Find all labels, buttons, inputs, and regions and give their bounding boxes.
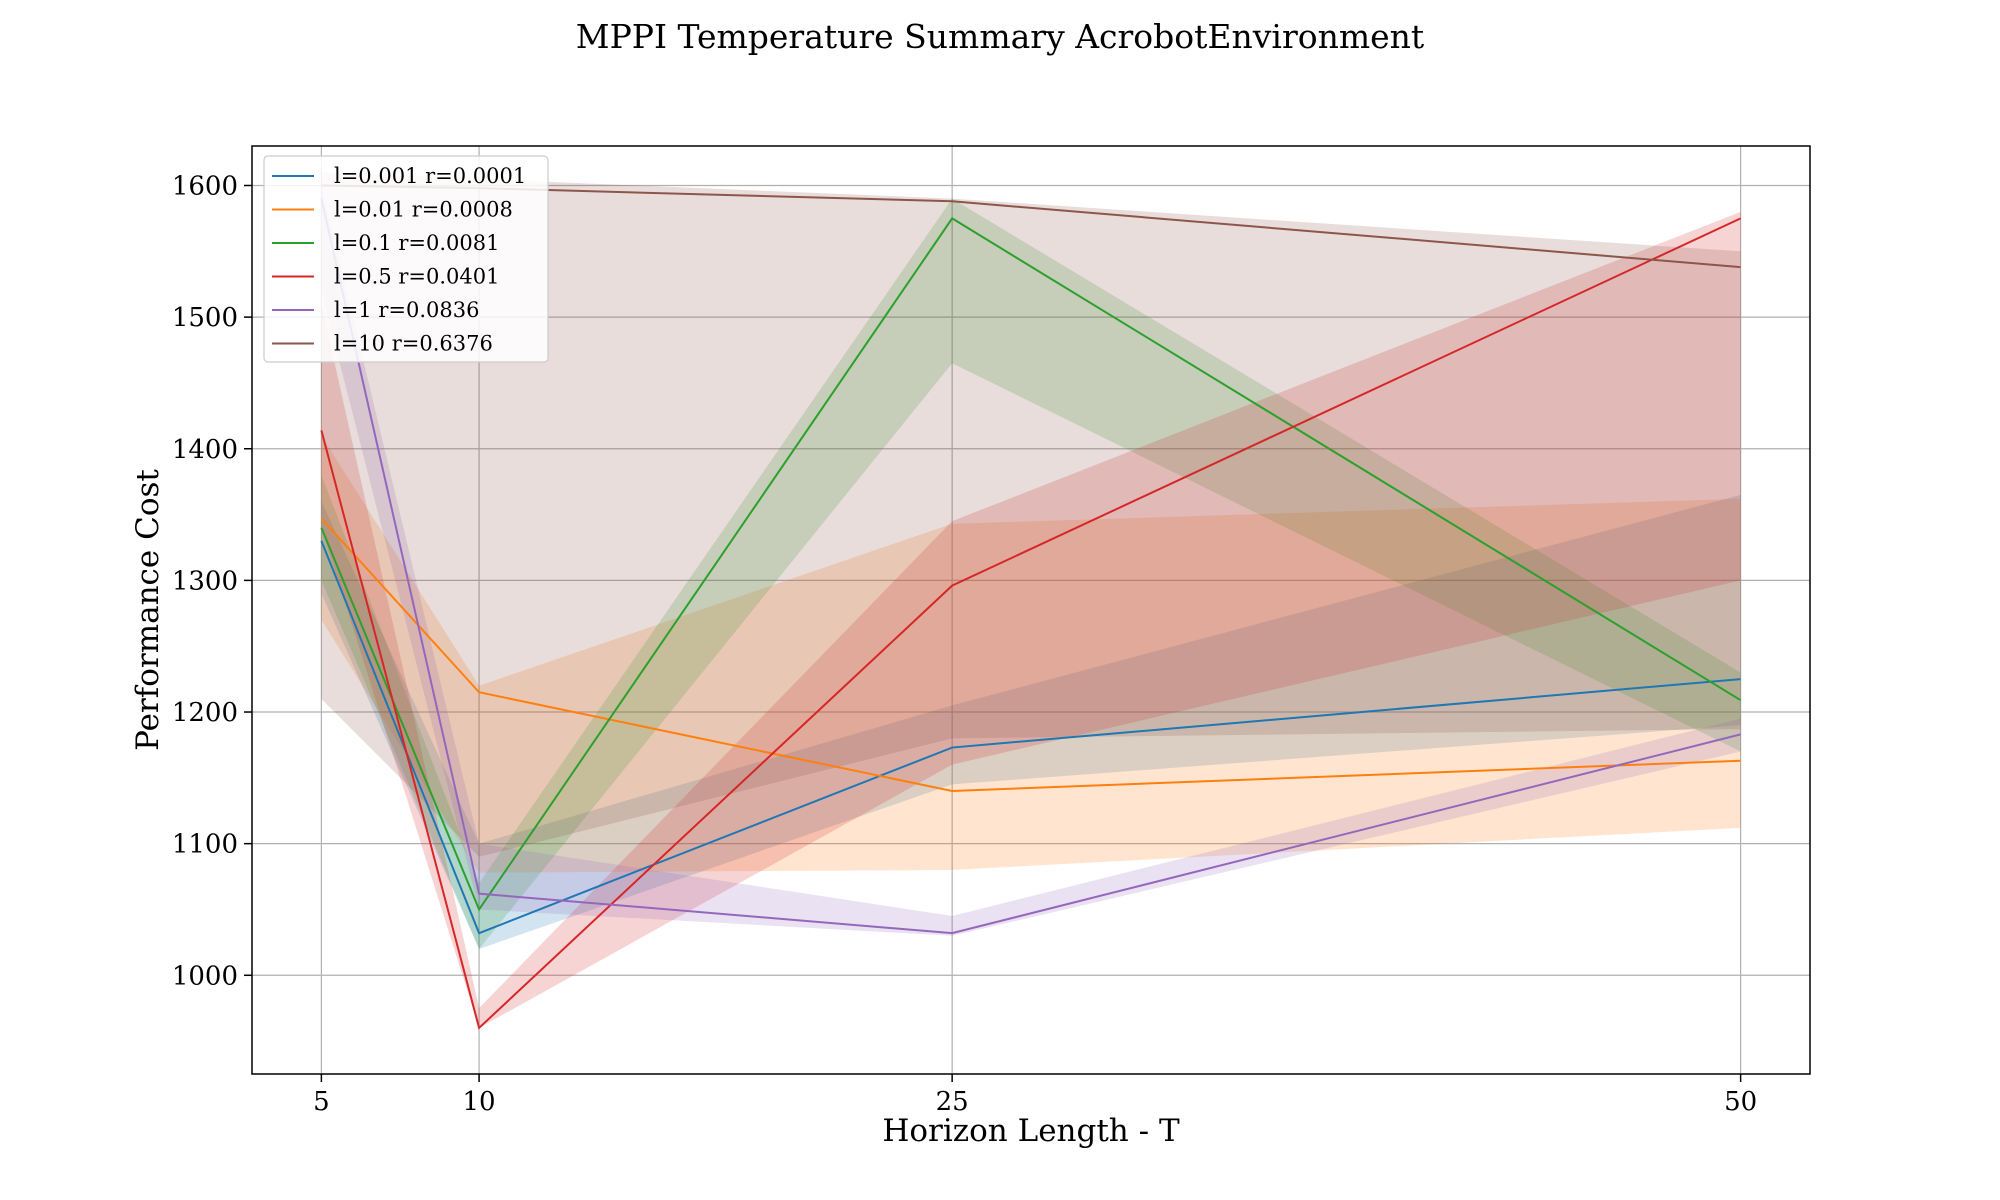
- legend-box: [263, 155, 549, 363]
- confidence-band-5: [321, 172, 1741, 857]
- confidence-band-1: [321, 435, 1741, 873]
- legend: l=0.001 r=0.0001 l=0.01 r=0.0008 l=0.1 r=0…: [263, 155, 549, 363]
- x-tick-label: 10: [463, 1087, 496, 1117]
- confidence-bands: [321, 172, 1741, 1028]
- x-tick-label: 50: [1724, 1087, 1757, 1117]
- series-line-3: [320, 217, 1742, 1030]
- plot-frame: [251, 145, 1811, 1075]
- series-line-4: [320, 198, 1741, 935]
- x-axis-label: Horizon Length - T: [882, 1113, 1180, 1149]
- y-tick-label: 1300: [172, 566, 238, 596]
- y-tick-label: 1600: [172, 171, 238, 201]
- chart-title: MPPI Temperature Summary AcrobotEnvironm…: [576, 17, 1424, 56]
- y-tick-label: 1500: [172, 303, 238, 333]
- x-axis-ticks: 5 10 25 50: [313, 1074, 1757, 1117]
- legend-label-3: l=0.5 r=0.0401: [334, 265, 500, 289]
- confidence-band-0: [321, 494, 1741, 949]
- y-axis-label: Performance Cost: [130, 469, 166, 751]
- series-line-1: [320, 517, 1741, 792]
- x-tick-label: 5: [313, 1087, 330, 1117]
- series-lines: [320, 184, 1742, 1030]
- legend-label-4: l=1 r=0.0836: [334, 298, 479, 322]
- legend-label-1: l=0.01 r=0.0008: [334, 198, 513, 222]
- confidence-band-2: [321, 198, 1741, 949]
- x-tick-label: 25: [936, 1087, 969, 1117]
- y-axis-ticks: 1000 1100 1200 1300 1400 1500 1600: [172, 171, 252, 991]
- y-tick-label: 1200: [172, 698, 238, 728]
- series-line-2: [320, 217, 1742, 912]
- y-tick-label: 1000: [172, 961, 238, 991]
- legend-label-5: l=10 r=0.6376: [334, 332, 493, 356]
- legend-label-0: l=0.001 r=0.0001: [334, 164, 526, 188]
- y-tick-label: 1400: [172, 435, 238, 465]
- legend-label-2: l=0.1 r=0.0081: [334, 231, 500, 255]
- confidence-band-3: [321, 211, 1741, 1028]
- series-line-0: [320, 540, 1741, 935]
- y-tick-label: 1100: [172, 830, 238, 860]
